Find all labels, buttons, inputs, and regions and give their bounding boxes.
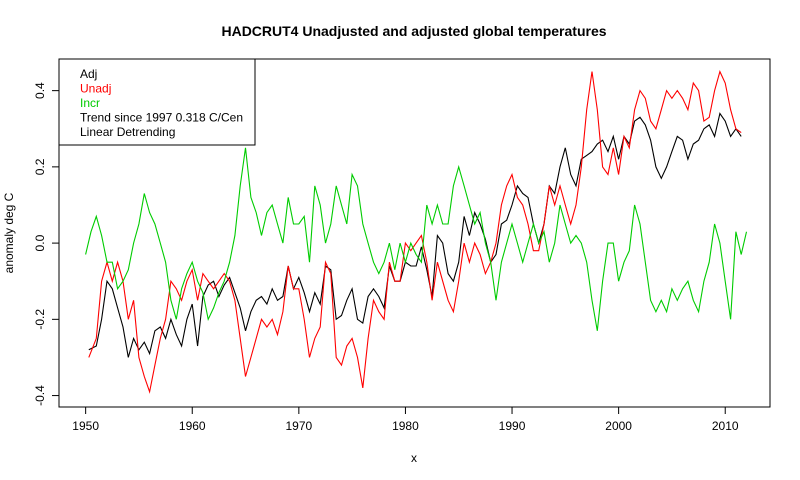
series-line-incr (85, 147, 748, 331)
chart-title: HADCRUT4 Unadjusted and adjusted global … (221, 23, 606, 39)
y-tick-label: 0.2 (33, 158, 47, 175)
x-tick-label: 2000 (605, 419, 632, 433)
plot-lines (85, 70, 748, 394)
y-axis: -0.4 -0.2 0.0 0.2 0.4 (33, 82, 60, 406)
series-line-unadj (88, 70, 742, 394)
x-tick-label: 1990 (499, 419, 526, 433)
legend-entry: Linear Detrending (80, 125, 175, 139)
x-axis: 1950 1960 1970 1980 1990 2000 2010 (72, 406, 739, 433)
x-tick-label: 1960 (179, 419, 206, 433)
series-line-adj (88, 112, 742, 358)
legend-entry: Incr (80, 96, 100, 110)
legend-entry: Unadj (80, 82, 111, 96)
x-tick-label: 1970 (285, 419, 312, 433)
x-tick-label: 1950 (72, 419, 99, 433)
y-tick-label: 0.4 (33, 82, 47, 99)
x-axis-label: x (411, 451, 417, 465)
x-tick-label: 1980 (392, 419, 419, 433)
legend-entry: Adj (80, 67, 97, 81)
x-tick-label: 2010 (712, 419, 739, 433)
legend-box (58, 58, 256, 146)
y-axis-label: anomaly deg C (2, 192, 16, 273)
y-tick-label: -0.4 (33, 385, 47, 406)
y-tick-label: -0.2 (33, 309, 47, 330)
y-tick-label: 0.0 (33, 234, 47, 251)
legend-entry: Trend since 1997 0.318 C/Cen (80, 111, 243, 125)
